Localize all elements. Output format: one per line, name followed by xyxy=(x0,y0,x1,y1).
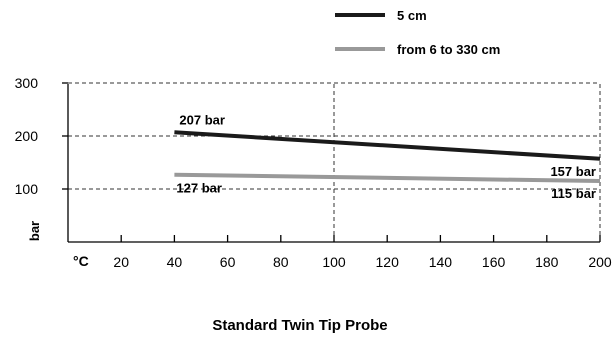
legend-label: 5 cm xyxy=(397,8,427,23)
data-label: 115 bar xyxy=(551,186,596,201)
series-line-1 xyxy=(174,130,601,161)
series-line-2 xyxy=(174,172,601,184)
x-tick-label: 60 xyxy=(220,254,236,270)
x-tick-label: 140 xyxy=(429,254,453,270)
x-tick-label: 120 xyxy=(376,254,400,270)
data-label: 207 bar xyxy=(179,112,225,127)
x-tick-label: 100 xyxy=(322,254,346,270)
y-tick-label: 100 xyxy=(15,181,39,197)
grid xyxy=(68,82,601,242)
legend: 5 cm from 6 to 330 cm xyxy=(335,8,500,57)
y-axis-label: bar xyxy=(27,221,42,241)
x-tick-label: 180 xyxy=(535,254,559,270)
x-tick-label: 200 xyxy=(588,254,612,270)
series-group: 207 bar 157 bar 127 bar 115 bar xyxy=(174,112,601,201)
legend-label: from 6 to 330 cm xyxy=(397,42,500,57)
tick-labels: 100 200 300 20 40 60 80 100 120 140 160 180 200 xyxy=(15,75,612,270)
x-axis-label: °C xyxy=(73,253,89,269)
x-tick-label: 80 xyxy=(273,254,289,270)
x-tick-label: 20 xyxy=(113,254,129,270)
x-tick-label: 160 xyxy=(482,254,506,270)
data-label: 157 bar xyxy=(550,164,596,179)
chart-title: Standard Twin Tip Probe xyxy=(212,317,387,334)
data-label: 127 bar xyxy=(176,181,222,196)
y-tick-label: 200 xyxy=(15,128,39,144)
y-tick-label: 300 xyxy=(15,75,39,91)
x-tick-label: 40 xyxy=(167,254,183,270)
